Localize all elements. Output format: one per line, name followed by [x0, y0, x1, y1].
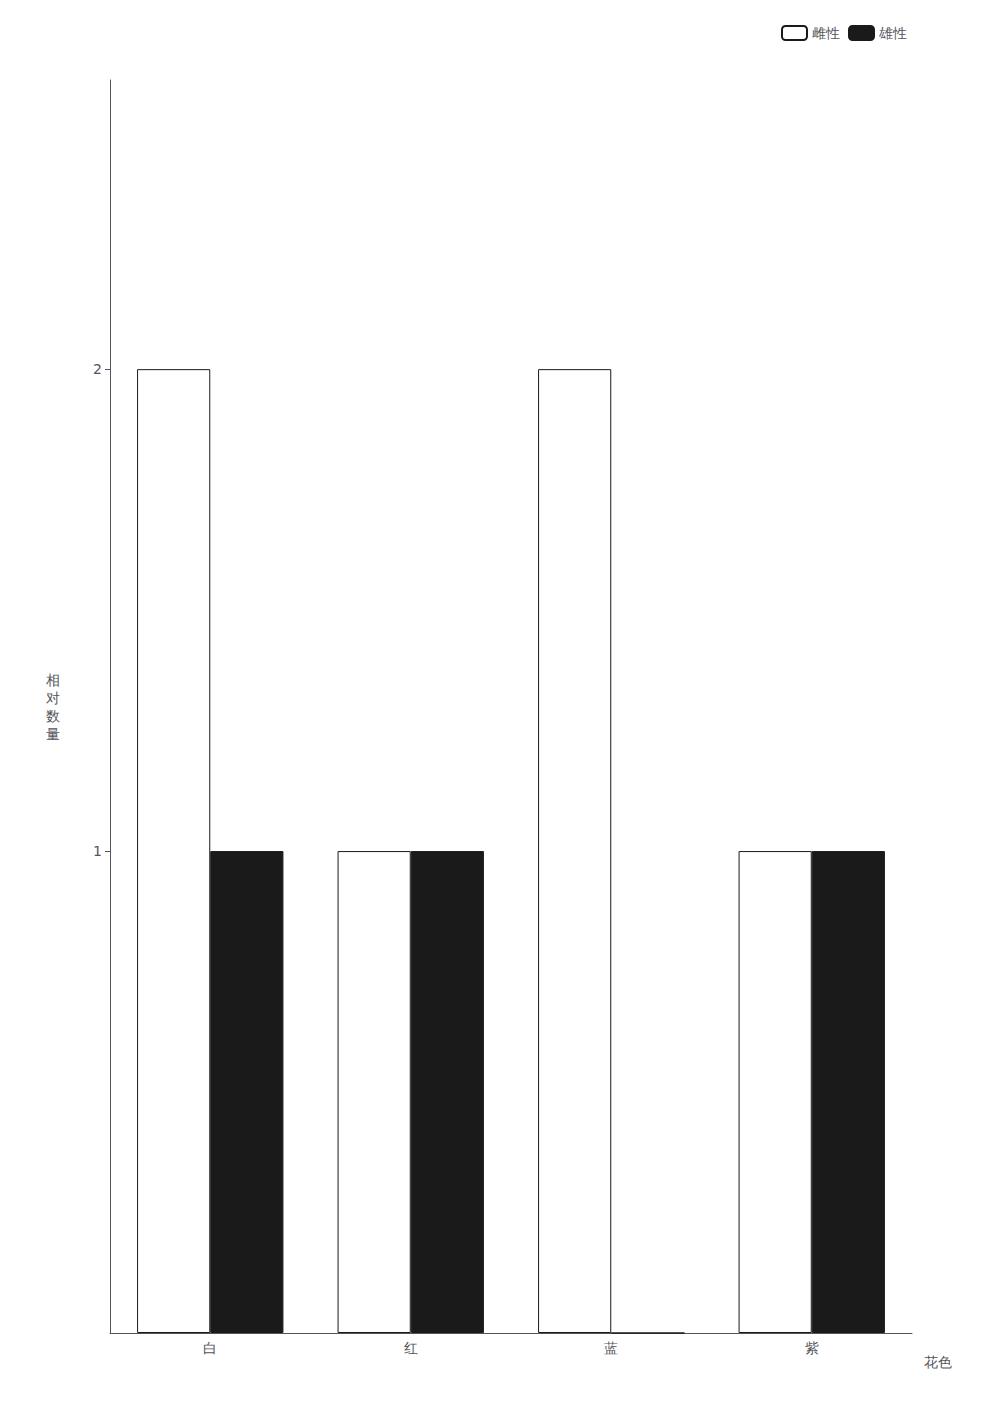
svg-text:量: 量 — [46, 726, 60, 742]
svg-text:雄性: 雄性 — [878, 25, 907, 41]
svg-text:花色: 花色 — [924, 1354, 952, 1370]
svg-text:2: 2 — [93, 361, 102, 377]
svg-text:数: 数 — [46, 708, 60, 724]
svg-text:雌性: 雌性 — [812, 25, 840, 41]
svg-text:对: 对 — [46, 690, 60, 706]
svg-text:1: 1 — [93, 843, 102, 859]
svg-text:红: 红 — [404, 1340, 418, 1356]
svg-text:白: 白 — [203, 1340, 217, 1356]
svg-text:蓝: 蓝 — [604, 1340, 618, 1356]
svg-text:紫: 紫 — [805, 1340, 819, 1356]
svg-text:相: 相 — [46, 672, 60, 688]
